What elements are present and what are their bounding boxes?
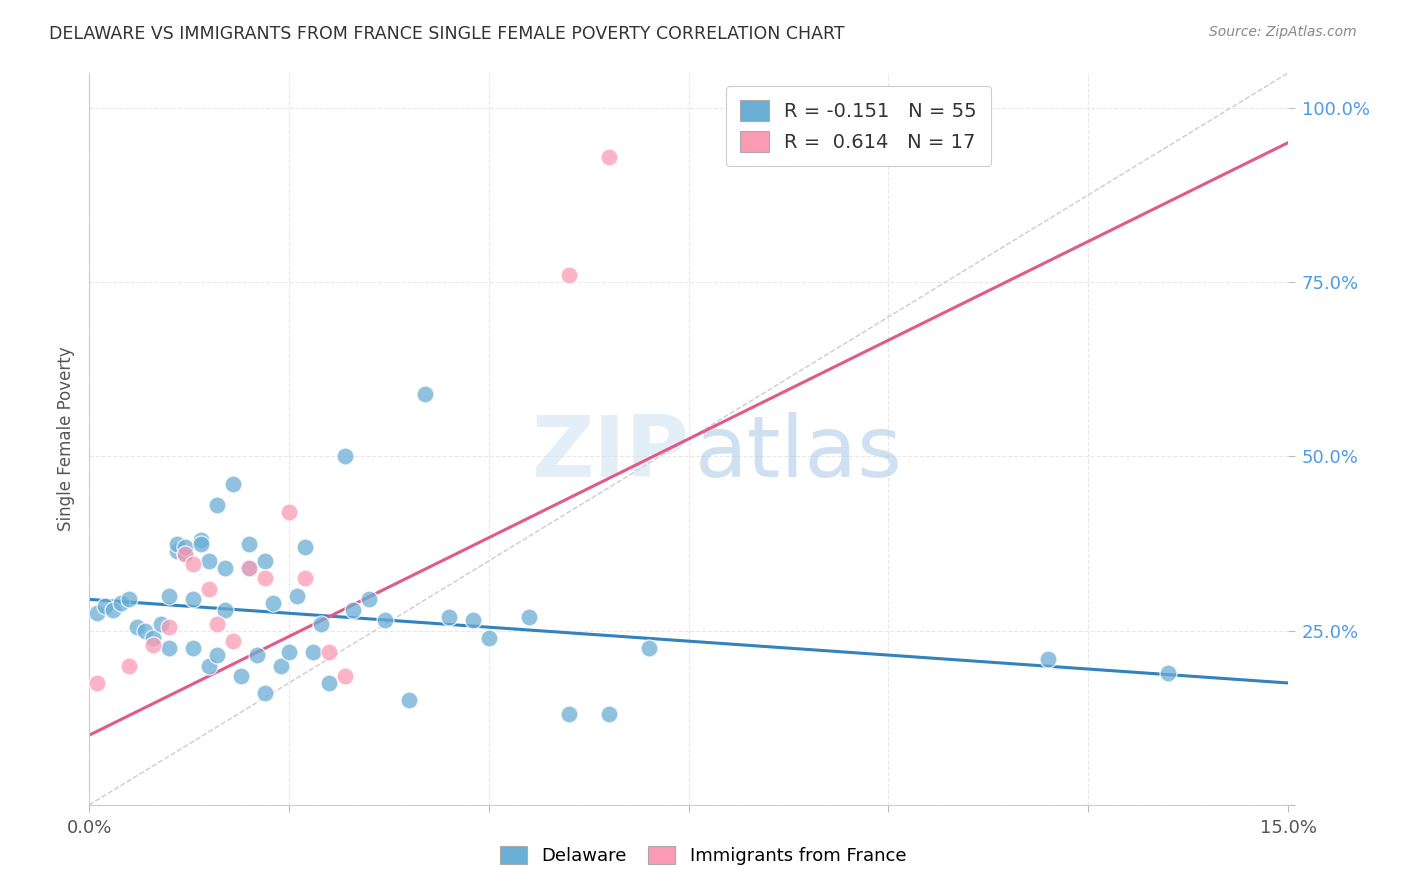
Point: [270, 658, 292, 673]
Point: [190, 536, 212, 550]
Point: [1038, 651, 1060, 665]
Point: [238, 536, 260, 550]
Text: ZIP: ZIP: [531, 412, 689, 495]
Point: [94, 599, 117, 614]
Point: [110, 596, 132, 610]
Point: [277, 644, 299, 658]
Point: [253, 571, 276, 585]
Point: [166, 536, 188, 550]
Point: [222, 477, 245, 491]
Point: [174, 540, 197, 554]
Point: [125, 620, 148, 634]
Text: Source: ZipAtlas.com: Source: ZipAtlas.com: [1209, 25, 1357, 39]
Point: [134, 624, 156, 638]
Point: [277, 505, 299, 519]
Point: [198, 582, 221, 596]
Point: [181, 592, 204, 607]
Point: [253, 554, 276, 568]
Point: [229, 669, 252, 683]
Point: [101, 603, 124, 617]
Point: [598, 150, 620, 164]
Point: [318, 644, 340, 658]
Legend: Delaware, Immigrants from France: Delaware, Immigrants from France: [491, 837, 915, 874]
Point: [198, 658, 221, 673]
Point: [413, 386, 436, 401]
Point: [238, 561, 260, 575]
Point: [318, 676, 340, 690]
Point: [181, 558, 204, 572]
Point: [205, 648, 228, 662]
Point: [253, 686, 276, 700]
Point: [86, 676, 108, 690]
Point: [246, 648, 269, 662]
Point: [157, 641, 180, 656]
Point: [294, 540, 316, 554]
Point: [309, 616, 332, 631]
Point: [302, 644, 325, 658]
Point: [222, 634, 245, 648]
Point: [637, 641, 659, 656]
Point: [333, 669, 356, 683]
Point: [238, 561, 260, 575]
Point: [214, 561, 236, 575]
Point: [262, 596, 284, 610]
Point: [342, 603, 364, 617]
Point: [86, 607, 108, 621]
Point: [1157, 665, 1180, 680]
Point: [174, 547, 197, 561]
Point: [174, 547, 197, 561]
Point: [374, 613, 396, 627]
Point: [557, 268, 579, 282]
Point: [285, 589, 308, 603]
Point: [205, 616, 228, 631]
Text: DELAWARE VS IMMIGRANTS FROM FRANCE SINGLE FEMALE POVERTY CORRELATION CHART: DELAWARE VS IMMIGRANTS FROM FRANCE SINGL…: [49, 25, 845, 43]
Point: [118, 658, 141, 673]
Point: [294, 571, 316, 585]
Point: [437, 609, 460, 624]
Point: [478, 631, 501, 645]
Point: [214, 603, 236, 617]
Point: [181, 641, 204, 656]
Point: [598, 707, 620, 722]
Point: [198, 554, 221, 568]
Point: [357, 592, 380, 607]
Point: [142, 638, 165, 652]
Point: [166, 543, 188, 558]
Point: [157, 589, 180, 603]
Point: [150, 616, 173, 631]
Y-axis label: Single Female Poverty: Single Female Poverty: [58, 347, 75, 532]
Point: [398, 693, 420, 707]
Legend: R = -0.151   N = 55, R =  0.614   N = 17: R = -0.151 N = 55, R = 0.614 N = 17: [725, 87, 991, 166]
Point: [190, 533, 212, 547]
Point: [118, 592, 141, 607]
Point: [333, 450, 356, 464]
Point: [461, 613, 484, 627]
Point: [205, 498, 228, 512]
Point: [157, 620, 180, 634]
Point: [557, 707, 579, 722]
Text: atlas: atlas: [695, 412, 903, 495]
Point: [142, 631, 165, 645]
Point: [517, 609, 540, 624]
